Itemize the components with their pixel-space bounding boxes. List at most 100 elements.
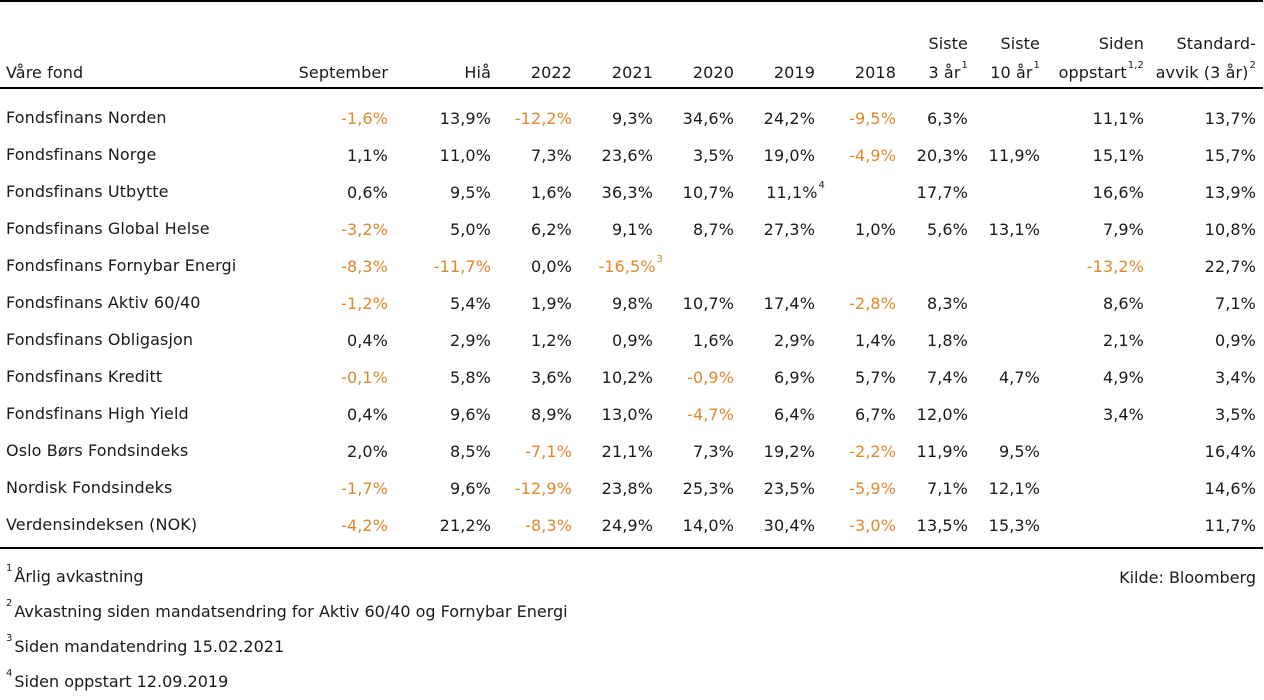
fund-name: Fondsfinans Fornybar Energi (6, 256, 237, 275)
table-cell: 13,0% (601, 405, 653, 424)
table-cell: 24,2% (763, 109, 815, 128)
table-cell: 12,1% (988, 479, 1040, 498)
table-cell: 15,1% (1092, 146, 1144, 165)
table-cell: 4,7% (998, 368, 1040, 387)
source-note: Kilde: Bloomberg (1119, 568, 1256, 587)
header-col-line2: oppstart1,2 (1058, 60, 1144, 82)
table-cell: 6,9% (773, 368, 815, 387)
table-cell: 8,3% (926, 294, 968, 313)
table-cell: 34,6% (682, 109, 734, 128)
table-cell: 1,4% (854, 331, 896, 350)
table-cell: 8,5% (449, 442, 491, 461)
table-cell: 2,0% (346, 442, 388, 461)
table-cell: -0,1% (341, 368, 388, 387)
table-cell: 3,6% (530, 368, 572, 387)
fund-name: Fondsfinans Kreditt (6, 367, 163, 386)
table-cell: 25,3% (682, 479, 734, 498)
table-cell: 21,2% (439, 516, 491, 535)
footnote: 2 Avkastning siden mandatsendring for Akt… (6, 598, 568, 621)
header-col-line2: avvik (3 år)2 (1155, 60, 1256, 82)
table-cell: 1,6% (530, 183, 572, 202)
table-cell: 15,3% (988, 516, 1040, 535)
table-cell: 10,7% (682, 294, 734, 313)
header-superscript: 2 (1249, 60, 1256, 71)
table-cell: 17,7% (916, 183, 968, 202)
table-cell: 10,7% (682, 183, 734, 202)
table-cell: 0,4% (346, 405, 388, 424)
footnote-text: Siden mandatendring 15.02.2021 (14, 637, 285, 656)
footnote-text: Årlig avkastning (14, 567, 144, 586)
table-cell: 11,1% (1092, 109, 1144, 128)
footnote: 1 Årlig avkastning (6, 563, 144, 586)
table-cell: 9,1% (611, 220, 653, 239)
table-cell: -4,9% (849, 146, 896, 165)
table-cell: 5,8% (449, 368, 491, 387)
top-rule (0, 0, 1263, 2)
table-cell: 3,4% (1102, 405, 1144, 424)
table-cell: 12,0% (916, 405, 968, 424)
footnote: 4 Siden oppstart 12.09.2019 (6, 668, 228, 691)
table-cell: 5,4% (449, 294, 491, 313)
table-cell: -3,2% (341, 220, 388, 239)
header-col-line2: September (298, 63, 388, 82)
table-cell: 7,3% (530, 146, 572, 165)
table-cell: 13,7% (1204, 109, 1256, 128)
table-cell: -7,1% (525, 442, 572, 461)
table-cell: 2,1% (1102, 331, 1144, 350)
table-cell: -2,8% (849, 294, 896, 313)
table-cell: 7,1% (1214, 294, 1256, 313)
fund-name: Verdensindeksen (NOK) (6, 515, 198, 534)
table-cell: 1,2% (530, 331, 572, 350)
table-cell: 2,9% (449, 331, 491, 350)
table-cell: -3,0% (849, 516, 896, 535)
table-cell: 10,2% (601, 368, 653, 387)
header-col-line1: Standard- (1176, 34, 1256, 53)
footnote-text: Avkastning siden mandatsendring for Akti… (14, 602, 568, 621)
table-cell: 2,9% (773, 331, 815, 350)
table-cell: 7,3% (692, 442, 734, 461)
table-cell: -9,5% (849, 109, 896, 128)
table-cell: 21,1% (601, 442, 653, 461)
table-cell: 11,9% (988, 146, 1040, 165)
table-cell: -1,2% (341, 294, 388, 313)
header-superscript: 1 (1033, 60, 1040, 71)
table-cell: 13,9% (1204, 183, 1256, 202)
table-cell: 1,6% (692, 331, 734, 350)
table-cell: 7,4% (926, 368, 968, 387)
table-cell: 3,5% (1214, 405, 1256, 424)
table-cell: 6,2% (530, 220, 572, 239)
table-cell: 1,8% (926, 331, 968, 350)
footnote-marker: 3 (6, 633, 13, 644)
header-col-line2: 3 år1 (928, 60, 968, 82)
table-cell: 9,6% (449, 479, 491, 498)
table-cell: 11,0% (439, 146, 491, 165)
table-cell: 9,8% (611, 294, 653, 313)
table-cell: 17,4% (763, 294, 815, 313)
table-cell: 9,3% (611, 109, 653, 128)
footnote-marker: 4 (6, 668, 13, 679)
table-cell: 8,7% (692, 220, 734, 239)
table-cell: 15,7% (1204, 146, 1256, 165)
header-col-line2: Hiå (464, 63, 491, 82)
cell-superscript: 3 (656, 254, 663, 265)
table-cell: -0,9% (687, 368, 734, 387)
table-cell: 20,3% (916, 146, 968, 165)
fund-name: Fondsfinans Obligasjon (6, 330, 194, 349)
table-cell: -12,9% (514, 479, 572, 498)
table-cell: 9,5% (449, 183, 491, 202)
header-col-line2: 2018 (854, 63, 896, 82)
table-cell: 1,9% (530, 294, 572, 313)
table-cell: -1,7% (341, 479, 388, 498)
table-cell: 5,6% (926, 220, 968, 239)
table-cell: 7,9% (1102, 220, 1144, 239)
header-col-line1: Siste (1000, 34, 1040, 53)
table-cell: -16,5%3 (598, 254, 663, 276)
footnote-marker: 2 (6, 598, 13, 609)
table-cell: -5,9% (849, 479, 896, 498)
table-cell: -12,2% (514, 109, 572, 128)
fund-name: Fondsfinans Norden (6, 108, 167, 127)
table-cell: -11,7% (433, 257, 491, 276)
cell-superscript: 4 (818, 180, 825, 191)
table-cell: 0,9% (1214, 331, 1256, 350)
footnote-marker: 1 (6, 563, 13, 574)
